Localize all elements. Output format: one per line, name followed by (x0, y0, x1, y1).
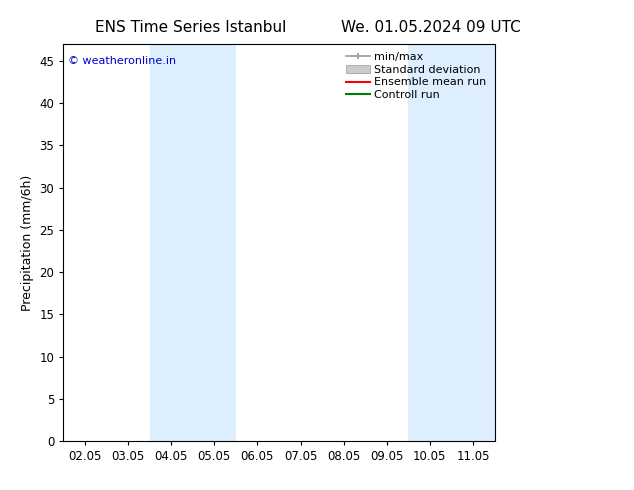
Legend: min/max, Standard deviation, Ensemble mean run, Controll run: min/max, Standard deviation, Ensemble me… (344, 49, 489, 102)
Text: © weatheronline.in: © weatheronline.in (68, 56, 176, 66)
Text: ENS Time Series Istanbul: ENS Time Series Istanbul (94, 20, 286, 35)
Bar (150, 44, 193, 441)
Y-axis label: Precipitation (mm/6h): Precipitation (mm/6h) (21, 174, 34, 311)
Bar (193, 44, 236, 441)
Text: We. 01.05.2024 09 UTC: We. 01.05.2024 09 UTC (341, 20, 521, 35)
Bar (451, 44, 495, 441)
Bar (408, 44, 451, 441)
